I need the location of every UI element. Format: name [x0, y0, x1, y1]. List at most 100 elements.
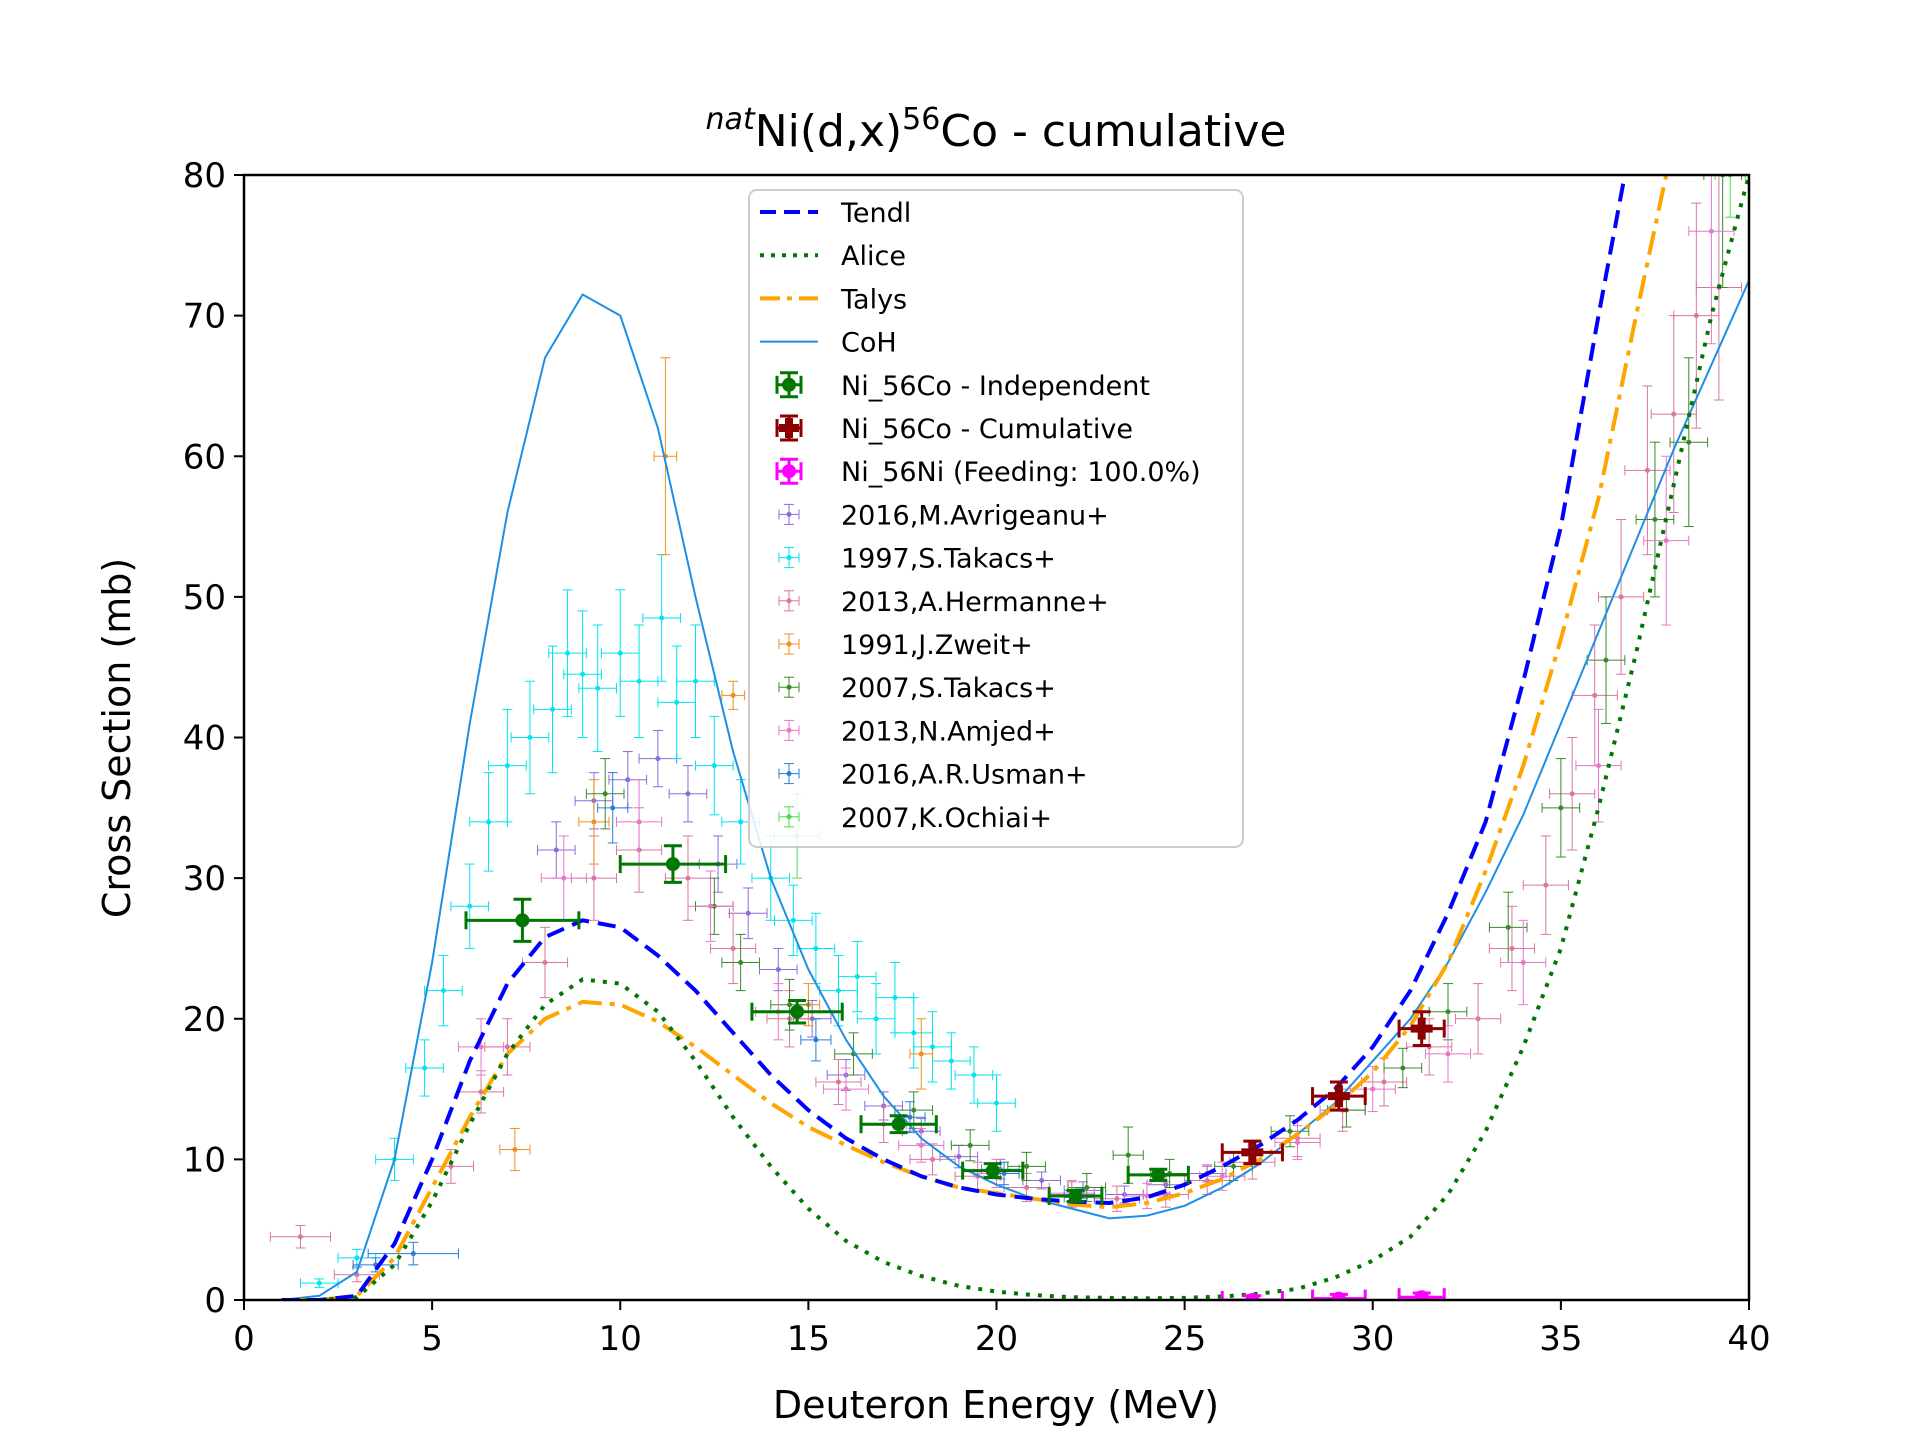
- data-point: [1084, 1185, 1090, 1190]
- data-point: [1558, 805, 1564, 811]
- curve-alice: [281, 175, 1749, 1300]
- y-tick-label: 80: [183, 156, 226, 196]
- data-point: [971, 1072, 977, 1078]
- data-point: [911, 1030, 917, 1036]
- data-point: [813, 1037, 819, 1043]
- curve-coh: [281, 280, 1749, 1300]
- data-point: [693, 678, 698, 684]
- data-point: [515, 913, 530, 928]
- data-point: [297, 1234, 303, 1240]
- data-point: [892, 995, 898, 1001]
- data-point: [354, 1255, 360, 1261]
- data-point: [655, 756, 661, 762]
- legend-marker: [786, 555, 792, 561]
- data-point: [665, 857, 680, 872]
- legend-label: 2013,N.Amjed+: [841, 716, 1056, 747]
- legend-label: 2016,M.Avrigeanu+: [841, 500, 1109, 531]
- data-point: [504, 763, 510, 769]
- series-points: [1220, 1288, 1446, 1300]
- data-point: [891, 1117, 906, 1132]
- legend-label: Ni_56Co - Cumulative: [841, 414, 1133, 445]
- data-point: [542, 960, 548, 965]
- data-point: [790, 1004, 805, 1019]
- data-point: [617, 650, 623, 656]
- data-point: [994, 1100, 999, 1106]
- data-point: [636, 678, 642, 684]
- data-point: [1114, 1196, 1120, 1202]
- data-point: [1414, 1290, 1429, 1300]
- data-point: [1001, 1170, 1007, 1176]
- data-point: [625, 777, 631, 783]
- data-point: [636, 819, 642, 825]
- data-point: [1417, 1017, 1426, 1040]
- data-point: [1287, 1128, 1293, 1134]
- data-point: [1370, 1086, 1376, 1092]
- data-point: [1024, 1163, 1030, 1169]
- data-point: [1248, 1141, 1257, 1164]
- data-point: [486, 819, 492, 825]
- data-point: [610, 805, 616, 811]
- data-point: [448, 1163, 454, 1169]
- data-point: [843, 1086, 849, 1092]
- data-point: [738, 960, 744, 965]
- legend: Tendl Alice Talys CoH Ni_56Co - Independent N…: [748, 189, 1244, 848]
- data-point: [930, 1156, 936, 1162]
- series-points: [464, 844, 1190, 1205]
- legend-marker: [786, 598, 792, 604]
- data-point: [674, 699, 680, 705]
- data-point: [1204, 1177, 1210, 1183]
- data-point: [1543, 882, 1549, 888]
- y-tick-label: 40: [183, 719, 226, 759]
- curve-tendl: [281, 175, 1627, 1300]
- x-axis-label: Deuteron Energy (MeV): [773, 1383, 1219, 1427]
- data-point: [1663, 538, 1669, 544]
- data-point: [1068, 1188, 1083, 1203]
- x-tick-label: 10: [599, 1319, 642, 1359]
- data-point: [1592, 692, 1598, 698]
- x-tick-label: 15: [787, 1319, 830, 1359]
- data-point: [685, 875, 691, 881]
- data-point: [1671, 411, 1677, 417]
- data-point: [580, 671, 586, 677]
- data-point: [591, 819, 597, 825]
- x-tick-label: 30: [1351, 1319, 1394, 1359]
- data-point: [561, 875, 567, 881]
- data-point: [467, 903, 473, 909]
- data-point: [602, 791, 608, 797]
- data-point: [1569, 791, 1575, 797]
- data-point: [854, 974, 860, 980]
- x-tick-label: 5: [421, 1319, 443, 1359]
- series-points: [457, 175, 1735, 1210]
- data-point: [422, 1065, 428, 1071]
- data-point: [918, 1051, 924, 1057]
- data-point: [745, 910, 751, 916]
- data-point: [595, 685, 601, 691]
- legend-marker: [786, 727, 792, 733]
- data-point: [775, 967, 781, 973]
- data-point: [504, 1044, 510, 1050]
- legend-marker: [782, 377, 796, 392]
- series-points: [499, 357, 934, 1172]
- data-point: [711, 763, 717, 769]
- data-point: [1708, 228, 1714, 234]
- y-tick-label: 0: [204, 1281, 226, 1321]
- data-point: [1334, 1085, 1343, 1108]
- legend-label: 2013,A.Hermanne+: [841, 587, 1109, 618]
- legend-label: 2016,A.R.Usman+: [841, 760, 1088, 791]
- data-point: [1445, 1009, 1451, 1015]
- data-point: [1475, 1016, 1481, 1022]
- data-point: [1596, 763, 1601, 769]
- legend-label: 1997,S.Takacs+: [841, 544, 1056, 575]
- series-points: [1220, 1010, 1446, 1166]
- x-tick-label: 20: [975, 1319, 1018, 1359]
- data-point: [1295, 1140, 1300, 1145]
- series-points: [585, 175, 1742, 1203]
- legend-marker: [782, 464, 796, 479]
- data-point: [553, 847, 559, 853]
- data-point: [1039, 1177, 1045, 1183]
- data-point: [835, 1079, 841, 1085]
- data-point: [930, 1044, 936, 1050]
- x-tick-label: 0: [233, 1319, 255, 1359]
- legend-label: Talys: [840, 284, 907, 315]
